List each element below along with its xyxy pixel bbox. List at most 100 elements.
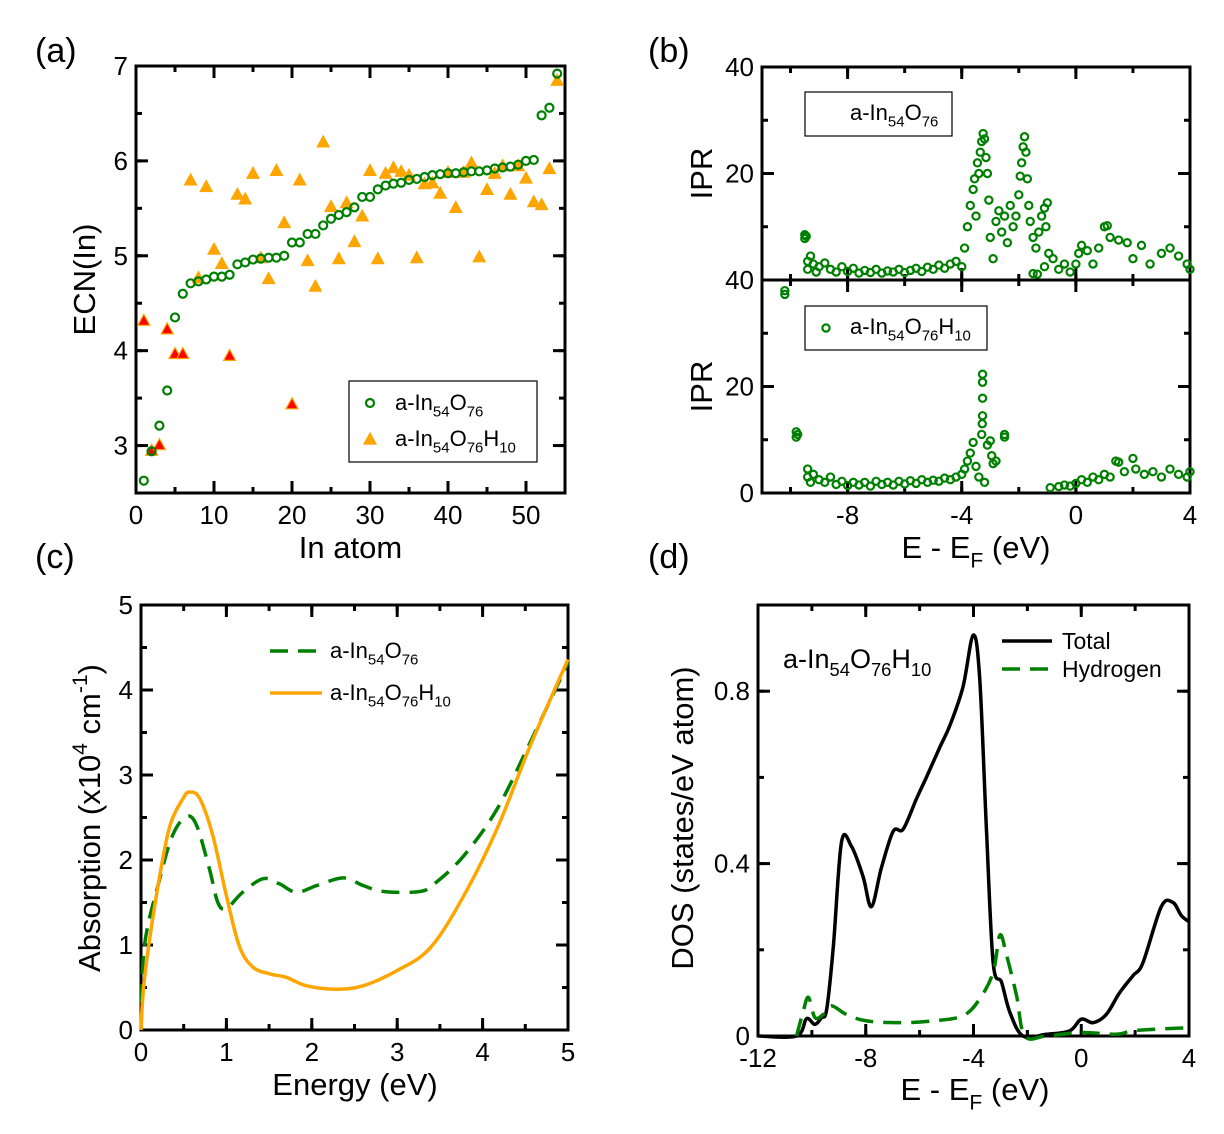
data-point [917, 266, 927, 277]
x-tick-label: -8 [836, 500, 859, 530]
data-point [1139, 469, 1150, 480]
data-point [1054, 264, 1064, 275]
data-point [972, 158, 983, 168]
label-part: O [850, 644, 871, 674]
series-line [794, 933, 1190, 1041]
data-point-triangle [308, 278, 323, 292]
data-point [979, 134, 990, 144]
label-part: ) [72, 664, 107, 674]
data-point [1016, 158, 1027, 168]
data-point [1128, 453, 1138, 464]
data-point [1059, 259, 1070, 269]
y-tick-label: 7 [114, 51, 128, 81]
data-point [831, 267, 841, 277]
x-tick-label: 30 [356, 500, 385, 530]
x-tick-label: 0 [129, 500, 143, 530]
data-point [154, 420, 165, 431]
data-point-triangle [362, 163, 378, 176]
ipr-subplot-1: 20 40 IPR a-In54O76 [684, 52, 1195, 282]
data-point [780, 285, 790, 296]
x-tick-label: 4 [1183, 500, 1197, 530]
data-point [1028, 268, 1038, 279]
data-point [1024, 200, 1034, 211]
label-part: H [891, 644, 911, 674]
label-part: 54 [433, 440, 450, 457]
data-point [977, 393, 988, 403]
label-part: In atom [299, 530, 402, 565]
x-tick-label: -8 [854, 1043, 877, 1073]
label-part: IPR [684, 148, 719, 200]
label-part: 54 [368, 652, 385, 669]
data-point [979, 477, 990, 488]
data-point [996, 227, 1007, 237]
y-tick-label: 5 [114, 241, 128, 271]
x-tick-label: 50 [512, 500, 541, 530]
data-point [341, 207, 352, 218]
data-point [1088, 259, 1098, 269]
data-point [968, 184, 978, 195]
data-point-triangle [269, 163, 284, 176]
data-point [224, 269, 235, 280]
data-point [780, 289, 790, 300]
data-point-triangle [136, 313, 151, 326]
data-point [971, 461, 981, 472]
x-axis-label: Energy (eV) [272, 1067, 437, 1102]
y-tick-label: 4 [119, 675, 133, 705]
data-point [999, 432, 1010, 442]
data-point [820, 477, 830, 488]
data-point [1014, 190, 1024, 200]
data-point [974, 168, 984, 179]
y-tick-label: 2 [119, 845, 133, 875]
data-point [294, 237, 305, 248]
label-part: 10 [911, 659, 931, 680]
x-tick-label: 2 [305, 1037, 319, 1067]
data-point [146, 446, 157, 457]
data-point-triangle [316, 134, 331, 148]
panel-c-absorption-plot: 0 1 2 3 4 5 0 1 2 3 4 5 Energy (eV) Absorption (x104 … [69, 590, 575, 1102]
data-point-triangle [261, 271, 276, 285]
data-point [1005, 200, 1015, 211]
data-point [364, 191, 376, 203]
data-point [1122, 238, 1132, 248]
label-part: H [418, 680, 434, 705]
x-tick-label: -12 [739, 1043, 777, 1073]
data-point [1131, 464, 1141, 474]
data-point [1022, 174, 1033, 184]
x-tick-label: 0 [1069, 500, 1083, 530]
y-tick-label: 0 [119, 1015, 133, 1045]
data-point [1065, 267, 1075, 277]
label-part: O [905, 314, 922, 339]
y-tick-label: 0 [740, 478, 754, 508]
x-tick-label: 1 [219, 1037, 233, 1067]
data-point [1173, 469, 1184, 480]
legend-label: a-In54O76H10 [850, 314, 971, 345]
data-point [1185, 467, 1195, 477]
label-part: 76 [871, 659, 891, 680]
y-tick-label: 40 [725, 265, 754, 295]
data-point [1156, 472, 1167, 482]
label-part: O [905, 100, 922, 125]
data-point [962, 222, 973, 232]
label-part: 76 [402, 652, 419, 669]
label-part: O [450, 426, 467, 451]
legend-label: a-In54O76 [395, 390, 483, 421]
data-point [1032, 269, 1043, 279]
x-tick-label: -4 [962, 1043, 985, 1073]
data-point [1136, 240, 1147, 251]
data-point [808, 469, 819, 480]
data-point [1102, 220, 1112, 231]
data-point [177, 288, 188, 299]
y-tick-label: 40 [725, 52, 754, 82]
data-point [318, 220, 329, 231]
data-point [162, 385, 173, 396]
label-part: a-In [850, 100, 888, 125]
data-point [1036, 211, 1047, 221]
data-point [959, 243, 970, 253]
data-point-triangle [542, 161, 557, 175]
label-part: 76 [922, 114, 939, 131]
data-point [1028, 232, 1038, 243]
